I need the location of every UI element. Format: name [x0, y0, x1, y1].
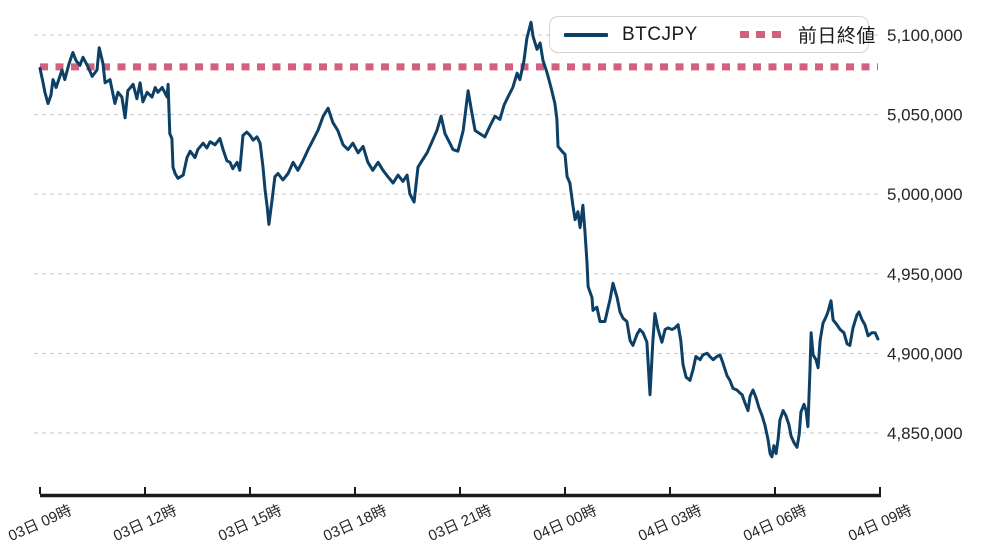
x-tick-label: 04日 00時: [531, 502, 600, 545]
x-tick-label: 03日 09時: [6, 502, 75, 545]
y-tick-label: 5,050,000: [887, 106, 963, 125]
y-tick-label: 5,000,000: [887, 185, 963, 204]
x-tick-label: 04日 09時: [846, 502, 915, 545]
legend-label-btcjpy: BTCJPY: [622, 23, 698, 45]
y-tick-label: 4,900,000: [887, 344, 963, 363]
legend-item-btcjpy[interactable]: BTCJPY: [564, 24, 698, 46]
x-tick-label: 03日 18時: [321, 502, 390, 545]
y-tick-label: 4,950,000: [887, 265, 963, 284]
y-tick-label: 5,100,000: [887, 26, 963, 45]
x-tick-label: 03日 15時: [216, 502, 285, 545]
price-line: [38, 20, 880, 459]
line-series-swatch-icon: [564, 32, 608, 37]
x-tick-label: 03日 12時: [111, 502, 180, 545]
dashed-series-swatch-icon: [739, 31, 784, 38]
y-tick-label: 4,850,000: [887, 424, 963, 443]
x-tick-label: 04日 03時: [636, 502, 705, 545]
x-tick-label: 04日 06時: [741, 502, 810, 545]
legend-item-prev-close[interactable]: 前日終値: [739, 21, 876, 48]
legend-label-prev-close: 前日終値: [797, 26, 876, 47]
chart-legend: BTCJPY 前日終値: [549, 16, 875, 53]
x-tick-label: 03日 21時: [426, 502, 495, 545]
